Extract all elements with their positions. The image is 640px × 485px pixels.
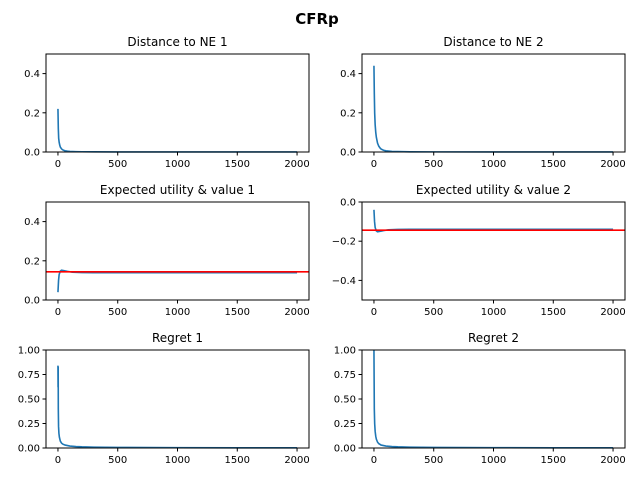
y-tick-label: 0.2 <box>24 256 40 267</box>
x-tick-label: 1000 <box>481 159 506 170</box>
x-tick-label: 2000 <box>600 307 625 318</box>
axes-frame <box>361 201 626 301</box>
x-tick-label: 1500 <box>225 455 250 466</box>
x-tick-label: 0 <box>371 307 377 318</box>
y-tick-label: 0.4 <box>24 69 40 80</box>
x-tick-label: 500 <box>424 159 443 170</box>
y-tick-label: −0.4 <box>332 276 356 287</box>
axes-frame <box>45 201 310 301</box>
panel-title: Distance to NE 1 <box>127 35 227 49</box>
axes-frame <box>45 349 310 449</box>
series-line-regret <box>373 349 614 449</box>
x-tick-label: 500 <box>108 159 127 170</box>
x-tick-label: 500 <box>424 455 443 466</box>
x-tick-label: 2000 <box>284 455 309 466</box>
x-tick-label: 0 <box>55 455 61 466</box>
y-tick-label: 0.75 <box>18 370 40 381</box>
x-tick-label: 0 <box>55 159 61 170</box>
y-tick-label: 0.75 <box>334 370 356 381</box>
x-tick-label: 1500 <box>541 307 566 318</box>
axes-frame <box>361 53 626 153</box>
panel-regret-2: Regret 2 0 500 1000 1500 2000 0.00 0.25 0.50 0.7… <box>334 331 626 466</box>
x-tick-label: 0 <box>371 159 377 170</box>
series-line-distance <box>373 65 614 153</box>
series-line-regret <box>57 365 298 449</box>
y-tick-label: 0.00 <box>334 444 356 455</box>
y-tick-label: 1.00 <box>18 346 40 357</box>
x-tick-label: 2000 <box>600 159 625 170</box>
y-tick-label: 0.4 <box>24 217 40 228</box>
panel-regret-1: Regret 1 0 500 1000 1500 2000 0.00 0.25 0.50 0.7… <box>18 331 310 466</box>
panel-title: Expected utility & value 1 <box>100 183 255 197</box>
axes-frame <box>45 53 310 153</box>
x-tick-label: 1500 <box>541 455 566 466</box>
figure-title: CFRp <box>295 10 339 28</box>
x-tick-label: 2000 <box>284 159 309 170</box>
panel-distance-ne-1: Distance to NE 1 0 500 1000 1500 2000 0.0 0.2 0… <box>24 35 310 170</box>
x-tick-label: 1000 <box>165 455 190 466</box>
x-tick-label: 1000 <box>481 307 506 318</box>
panel-expected-utility-value-2: Expected utility & value 2 0 500 1000 1500 2… <box>332 183 626 318</box>
axes-frame <box>361 349 626 449</box>
panel-expected-utility-value-1: Expected utility & value 1 0 500 1000 1500 2… <box>24 183 310 318</box>
y-tick-label: 0.2 <box>24 108 40 119</box>
series-line-expected-utility <box>57 269 298 293</box>
y-tick-label: 0.4 <box>340 69 356 80</box>
x-tick-label: 1500 <box>225 307 250 318</box>
panel-title: Regret 1 <box>152 331 203 345</box>
y-tick-label: 0.0 <box>340 148 356 159</box>
x-tick-label: 1500 <box>225 159 250 170</box>
y-tick-label: 0.00 <box>18 444 40 455</box>
panel-title: Regret 2 <box>468 331 519 345</box>
y-tick-label: 0.0 <box>340 198 356 209</box>
x-tick-label: 1500 <box>541 159 566 170</box>
x-tick-label: 1000 <box>481 455 506 466</box>
y-tick-label: 0.25 <box>18 419 40 430</box>
x-tick-label: 2000 <box>284 307 309 318</box>
y-tick-label: 0.0 <box>24 148 40 159</box>
panel-title: Distance to NE 2 <box>443 35 543 49</box>
y-tick-label: −0.2 <box>332 237 356 248</box>
x-tick-label: 0 <box>55 307 61 318</box>
y-tick-label: 0.50 <box>18 395 40 406</box>
x-tick-label: 500 <box>108 455 127 466</box>
x-tick-label: 1000 <box>165 307 190 318</box>
y-tick-label: 0.2 <box>340 108 356 119</box>
panel-distance-ne-2: Distance to NE 2 0 500 1000 1500 2000 0.0 0.2 0… <box>340 35 626 170</box>
y-tick-label: 1.00 <box>334 346 356 357</box>
panel-title: Expected utility & value 2 <box>416 183 571 197</box>
series-line-distance <box>57 108 298 153</box>
x-tick-label: 2000 <box>600 455 625 466</box>
series-line-expected-utility <box>373 209 614 233</box>
x-tick-label: 0 <box>371 455 377 466</box>
y-tick-label: 0.50 <box>334 395 356 406</box>
x-tick-label: 500 <box>424 307 443 318</box>
y-tick-label: 0.0 <box>24 296 40 307</box>
x-tick-label: 1000 <box>165 159 190 170</box>
x-tick-label: 500 <box>108 307 127 318</box>
y-tick-label: 0.25 <box>334 419 356 430</box>
